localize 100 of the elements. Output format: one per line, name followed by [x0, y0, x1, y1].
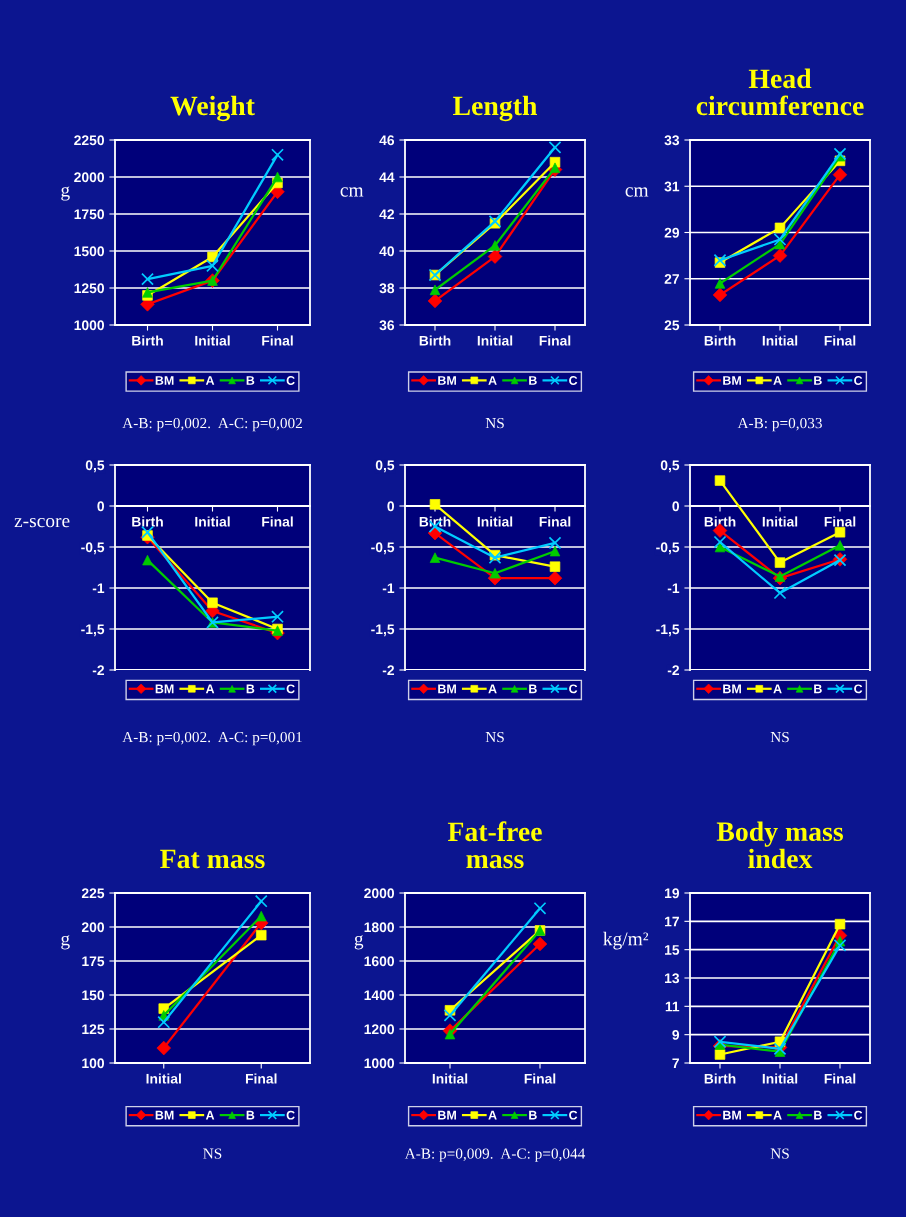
x-tick-label: Initial: [762, 1073, 798, 1084]
legend-label: BM: [438, 684, 456, 694]
x-tick-label: Final: [245, 1073, 277, 1084]
y-tick-label: 44: [379, 172, 395, 183]
y-tick-label: -0,5: [371, 542, 395, 555]
y-tick-label: 0,5: [375, 460, 395, 473]
text: A-B: p=0,033: [737, 417, 822, 432]
y-axis-title: cm: [340, 187, 364, 197]
y-tick-label: 7: [672, 1058, 679, 1069]
y-axis-title: g: [61, 935, 70, 950]
x-tick-label: Birth: [132, 516, 163, 527]
x-tick-label: Initial: [432, 1073, 468, 1084]
legend-label: C: [854, 1110, 863, 1120]
y-axis-title: g: [61, 186, 70, 201]
y-tick-label: 0: [97, 501, 105, 512]
legend-label: A: [205, 376, 215, 385]
legend-label: B: [246, 684, 255, 694]
y-tick-label: 1600: [364, 956, 395, 967]
y-tick-label: 29: [664, 227, 680, 238]
y-tick-label: 46: [379, 135, 395, 146]
y-tick-label: 200: [81, 922, 105, 933]
y-axis-title: kg/m²: [603, 931, 649, 950]
y-tick-label: -2: [382, 665, 395, 676]
legend-label: C: [854, 684, 863, 694]
x-tick-label: Final: [524, 1073, 556, 1084]
y-tick-label: 13: [665, 973, 680, 984]
text: NS: [770, 731, 789, 743]
text: NS: [770, 1148, 789, 1159]
y-tick-label: -1,5: [371, 624, 395, 637]
text: A-B: p=0,002. A-C: p=0,001: [122, 731, 302, 746]
x-tick-label: Initial: [762, 516, 798, 527]
legend-label: B: [529, 1110, 537, 1120]
y-tick-label: 27: [664, 274, 679, 284]
legend-label: A: [205, 1110, 215, 1120]
y-tick-label: 1500: [74, 246, 105, 257]
y-tick-label: 175: [82, 956, 105, 967]
legend-label: C: [286, 684, 295, 694]
x-tick-label: Initial: [195, 335, 230, 346]
y-tick-label: -1,5: [81, 624, 105, 637]
y-tick-label: 36: [379, 320, 395, 331]
chart-title: Fat-free mass: [447, 821, 542, 869]
y-tick-label: 38: [379, 283, 395, 294]
legend-label: B: [814, 376, 822, 385]
legend-label: A: [488, 684, 497, 694]
x-tick-label: Initial: [195, 516, 230, 527]
y-tick-label: 225: [81, 888, 105, 899]
x-tick-label: Initial: [477, 335, 513, 346]
legend-label: A: [773, 376, 782, 385]
x-tick-label: Final: [539, 516, 571, 527]
y-tick-label: 1750: [74, 209, 105, 220]
legend-label: BM: [723, 376, 741, 385]
legend-label: C: [286, 376, 295, 385]
y-tick-label: 1000: [74, 320, 105, 331]
y-tick-label: 125: [82, 1024, 105, 1035]
x-tick-label: Initial: [146, 1073, 181, 1084]
x-tick-label: Final: [824, 1073, 856, 1084]
legend-label: B: [246, 376, 255, 385]
x-tick-label: Initial: [477, 516, 513, 527]
x-tick-label: Initial: [762, 335, 798, 346]
y-tick-label: -1: [667, 583, 680, 594]
text: NS: [485, 731, 504, 743]
x-tick-label: Birth: [132, 335, 163, 346]
y-tick-label: -1: [92, 583, 105, 594]
legend-label: BM: [723, 684, 741, 694]
y-tick-label: 1400: [364, 990, 395, 1001]
legend-label: B: [529, 376, 537, 385]
chart-title: Head circumference: [696, 68, 864, 116]
y-tick-label: 100: [82, 1058, 105, 1069]
x-tick-label: Birth: [704, 335, 736, 346]
x-tick-label: Final: [262, 516, 293, 527]
legend-label: C: [286, 1110, 295, 1120]
y-tick-label: 9: [672, 1030, 680, 1040]
y-tick-label: -2: [667, 665, 680, 676]
x-tick-label: Final: [824, 516, 856, 527]
legend-label: C: [569, 1110, 578, 1120]
legend-label: B: [529, 684, 537, 694]
text: A-B: p=0,002. A-C: p=0,002: [122, 417, 302, 432]
y-tick-label: 1000: [364, 1058, 395, 1069]
legend-label: BM: [438, 1110, 456, 1120]
chart-title: Weight: [170, 95, 255, 122]
y-tick-label: 40: [379, 246, 395, 257]
legend-label: C: [569, 376, 578, 385]
y-tick-label: 0: [672, 501, 680, 512]
text: A-B: p=0,009. A-C: p=0,044: [404, 1148, 586, 1162]
legend-label: C: [854, 376, 863, 385]
legend-label: A: [773, 1110, 782, 1120]
x-tick-label: Final: [539, 335, 571, 346]
y-tick-label: 1800: [364, 922, 395, 933]
y-tick-label: -1,5: [656, 624, 680, 637]
chart-title: Length: [453, 95, 538, 122]
y-tick-label: 0: [387, 501, 395, 512]
y-tick-label: 0,5: [85, 460, 105, 473]
y-tick-label: 11: [665, 1001, 680, 1012]
y-tick-label: -0,5: [656, 542, 680, 555]
legend-label: B: [246, 1110, 255, 1120]
x-tick-label: Birth: [419, 516, 451, 527]
y-tick-label: 42: [379, 209, 395, 220]
y-tick-label: 15: [665, 945, 680, 955]
legend-label: A: [488, 1110, 497, 1120]
y-tick-label: 2250: [74, 135, 105, 146]
